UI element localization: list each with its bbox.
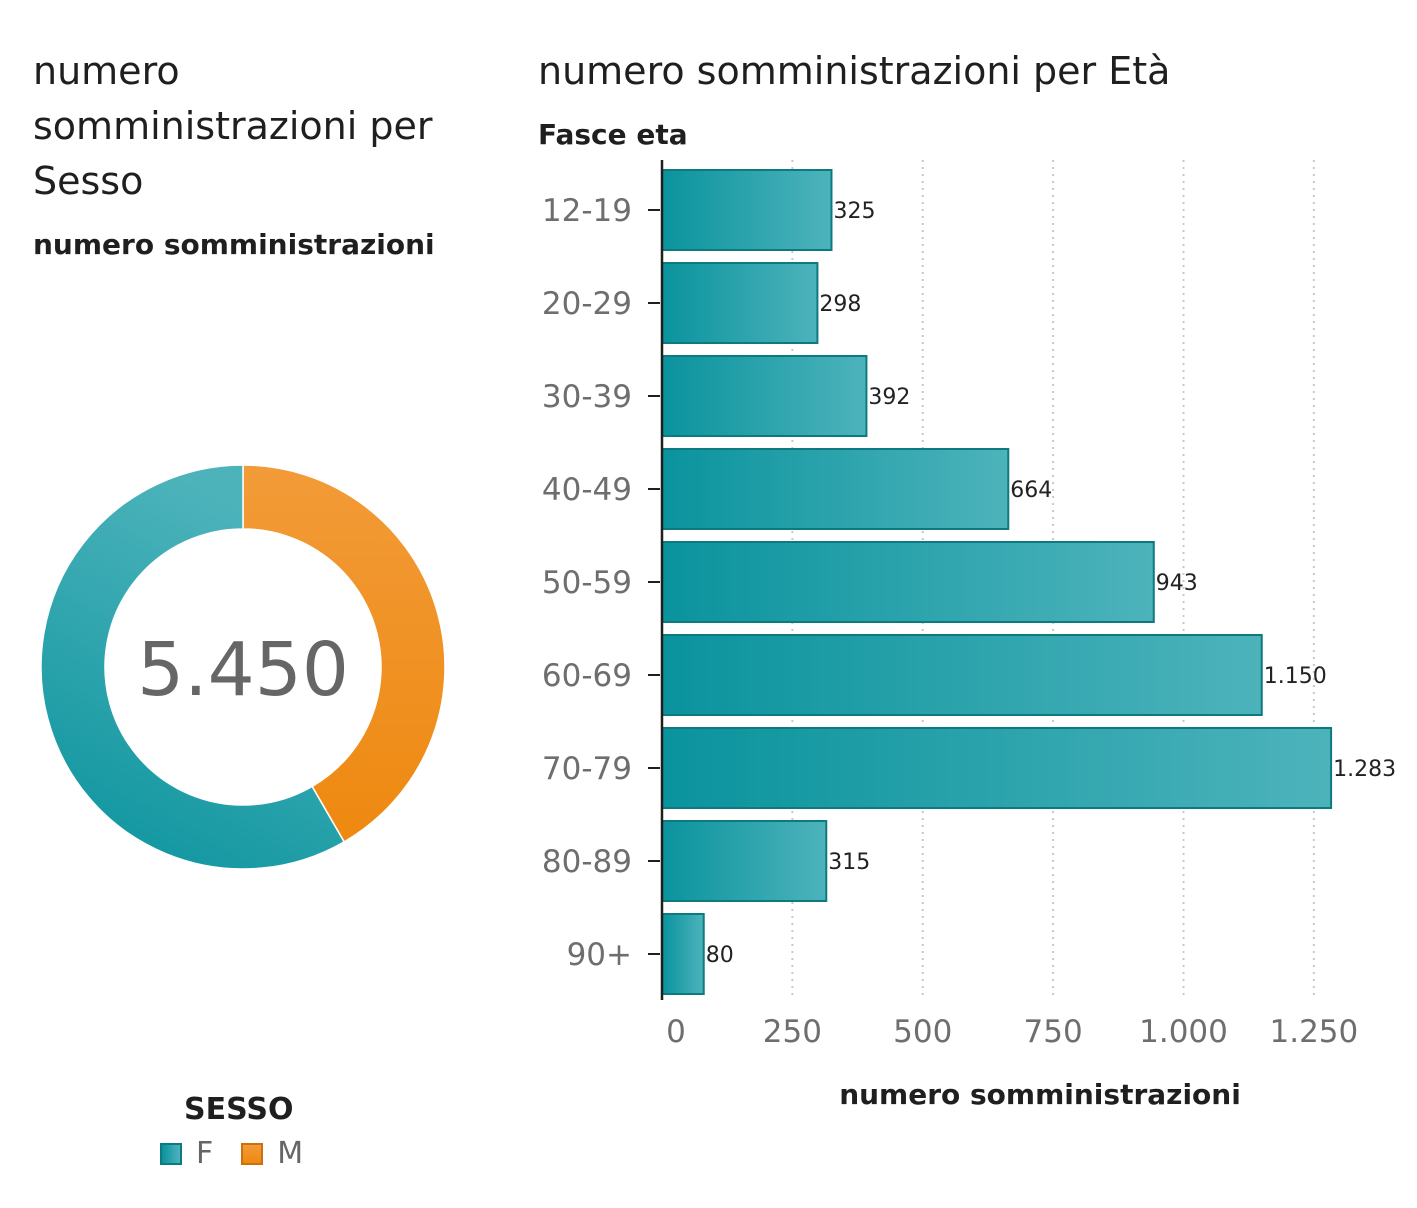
legend-item-m[interactable]: M: [241, 1136, 303, 1171]
bar-50-59[interactable]: [661, 541, 1155, 623]
bar-value-label: 298: [819, 292, 861, 317]
y-tick-label: 50-59: [542, 565, 632, 601]
bar-value-label: 1.150: [1264, 664, 1327, 689]
donut-chart-subtitle: numero somministrazioni: [33, 228, 435, 261]
bar-12-19[interactable]: [661, 169, 833, 251]
x-tick-label: 250: [763, 1014, 822, 1050]
y-tick-label: 80-89: [542, 844, 632, 880]
legend-label: M: [277, 1136, 304, 1171]
donut-slice-m[interactable]: [242, 464, 446, 843]
bar-value-label: 943: [1156, 571, 1198, 596]
bar-value-label: 315: [828, 850, 870, 875]
donut-slice-f[interactable]: [40, 464, 346, 870]
donut-chart-title: numero somministrazioni per Sesso: [33, 49, 433, 203]
bar-value-label: 325: [833, 199, 875, 224]
bar-70-79[interactable]: [661, 727, 1333, 809]
bar-30-39[interactable]: [661, 355, 868, 437]
legend-item-f[interactable]: F: [160, 1136, 213, 1171]
x-tick-label: 750: [1024, 1014, 1083, 1050]
bar-40-49[interactable]: [661, 448, 1010, 530]
bar-value-label: 1.283: [1333, 757, 1396, 782]
legend-swatch-m: [241, 1142, 264, 1165]
bar-chart-axes: 0 250 500 750 1.000 1.250 12-19 20-29 30-39 40-49…: [542, 160, 1358, 1050]
donut-chart: 5.450: [40, 464, 446, 870]
y-tick-label: 40-49: [542, 472, 632, 508]
x-tick-label: 1.250: [1270, 1014, 1359, 1050]
y-tick-label: 70-79: [542, 751, 632, 787]
y-tick-label: 30-39: [542, 379, 632, 415]
legend-title: SESSO: [184, 1092, 294, 1127]
bar-value-label: 80: [706, 943, 734, 968]
legend-label: F: [196, 1136, 214, 1171]
legend-swatch-f: [160, 1142, 182, 1165]
bar-80-89[interactable]: [661, 820, 828, 902]
y-tick-label: 60-69: [542, 658, 632, 694]
bar-chart-bars: 325 298 392 664 943 1.150 1.283 315 80: [661, 169, 1396, 995]
y-tick-label: 90+: [567, 937, 632, 973]
x-tick-label: 500: [893, 1014, 952, 1050]
bar-value-label: 392: [868, 385, 910, 410]
bar-chart-y-axis-title: Fasce eta: [538, 118, 688, 151]
x-tick-label: 1.000: [1139, 1014, 1228, 1050]
bar-60-69[interactable]: [661, 634, 1263, 716]
donut-center-total: 5.450: [137, 627, 349, 713]
bar-chart-title: numero somministrazioni per Età: [538, 49, 1171, 93]
y-tick-label: 20-29: [542, 286, 632, 322]
y-tick-label: 12-19: [542, 193, 632, 229]
bar-value-label: 664: [1010, 478, 1052, 503]
bar-20-29[interactable]: [661, 262, 819, 344]
bar-90+[interactable]: [661, 913, 705, 995]
bar-chart-x-axis-title: numero somministrazioni: [839, 1078, 1241, 1111]
x-tick-label: 0: [666, 1014, 686, 1050]
